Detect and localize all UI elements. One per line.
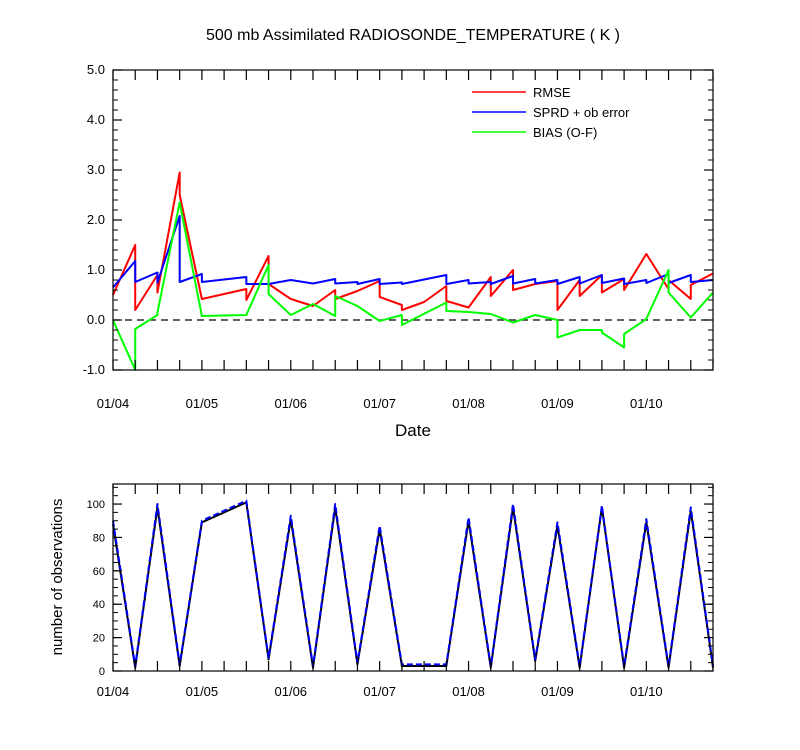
- bottom-series-group: [112, 499, 714, 669]
- series-line-0-0: [112, 171, 714, 311]
- y-tick-label: 20: [93, 633, 105, 645]
- y-tick-label: 60: [93, 566, 105, 578]
- y-tick-label: 0: [99, 666, 105, 678]
- x-tick-label: 01/05: [186, 684, 219, 699]
- y-tick-label: -1.0: [83, 362, 105, 377]
- y-tick-label: 1.0: [87, 262, 105, 277]
- y-tick-label: 4.0: [87, 112, 105, 127]
- top-y-ticks: -1.0 0.0 1.0 2.0 3.0 4.0 5.0: [83, 62, 713, 377]
- y-axis-label-observations: number of observations: [49, 499, 66, 656]
- x-tick-label: 01/07: [363, 396, 396, 411]
- series-line-1-0: [112, 501, 714, 669]
- y-tick-label: 100: [87, 499, 105, 511]
- x-tick-label: 01/04: [97, 396, 130, 411]
- x-tick-label: 01/10: [630, 684, 663, 699]
- series-line-1-1: [112, 499, 714, 667]
- y-tick-label: 80: [93, 532, 105, 544]
- bottom-x-ticks: 01/04 01/05 01/06 01/07 01/08 01/09 01/10: [97, 484, 714, 699]
- y-tick-label: 2.0: [87, 212, 105, 227]
- x-tick-label: 01/09: [541, 684, 574, 699]
- legend: RMSE SPRD + ob error BIAS (O-F): [472, 85, 630, 140]
- y-tick-label: 40: [93, 599, 105, 611]
- y-tick-label: 5.0: [87, 62, 105, 77]
- series-line-0-1: [112, 215, 714, 289]
- chart-title: 500 mb Assimilated RADIOSONDE_TEMPERATUR…: [206, 27, 620, 44]
- x-tick-label: 01/09: [541, 396, 574, 411]
- top-plot-area: -1.00.01.02.03.04.05.0 01/04 01/05 01/06 01…: [83, 62, 714, 411]
- top-x-ticks: 01/04 01/05 01/06 01/07 01/08 01/09 01/10: [97, 70, 714, 411]
- top-series-group: [112, 171, 714, 371]
- x-tick-label: 01/10: [630, 396, 663, 411]
- bottom-y-ticks: 0 20 40 60 80 100: [87, 486, 713, 678]
- x-tick-label: 01/05: [186, 396, 219, 411]
- x-tick-label: 01/07: [363, 684, 396, 699]
- x-tick-label: 01/08: [452, 684, 485, 699]
- x-axis-label: Date: [395, 421, 431, 440]
- x-tick-label: 01/04: [97, 684, 130, 699]
- legend-rmse-label: RMSE: [533, 85, 571, 100]
- x-tick-label: 01/06: [275, 684, 308, 699]
- series-line-0-2: [112, 201, 714, 371]
- legend-sprd-label: SPRD + ob error: [533, 105, 630, 120]
- legend-bias-label: BIAS (O-F): [533, 125, 597, 140]
- x-tick-label: 01/06: [275, 396, 308, 411]
- y-tick-label: 0.0: [87, 312, 105, 327]
- bottom-plot-frame: [112, 483, 714, 672]
- x-tick-label: 01/08: [452, 396, 485, 411]
- y-tick-label: 3.0: [87, 162, 105, 177]
